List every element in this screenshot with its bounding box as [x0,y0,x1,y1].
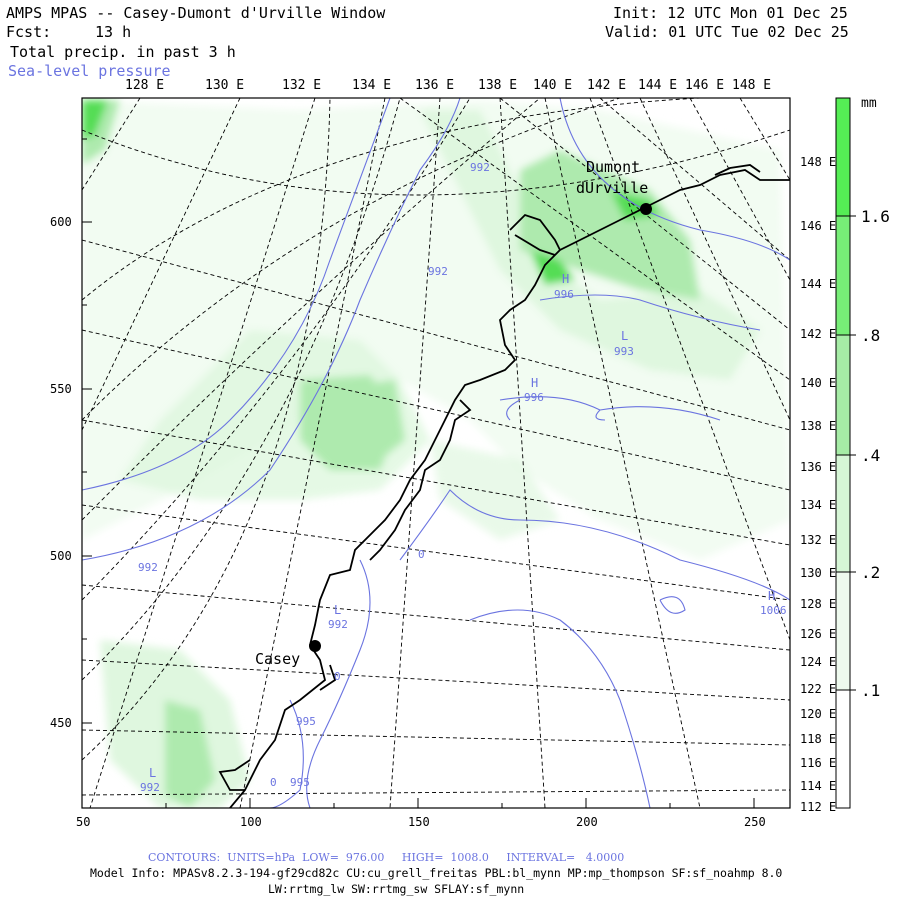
right-lon-label: 138 E [800,419,836,433]
right-lon-label: 130 E [800,566,836,580]
colorbar-label: .2 [861,563,880,582]
plot-frame [81,97,791,809]
pressure-label: 992 [328,618,348,631]
pressure-label: 992 [138,561,158,574]
field-slp-label: Sea-level pressure [8,62,171,80]
top-lon-label: 148 E [732,78,771,93]
casey-station-marker [309,640,321,652]
high-label: H [531,376,538,390]
right-lon-label: 142 E [800,327,836,341]
coastline [218,164,790,808]
x-label: 150 [408,815,430,829]
x-label: 100 [240,815,262,829]
pressure-label: 995 [290,776,310,789]
top-lon-label: 146 E [685,78,724,93]
bottom-x-labels: 50 100 150 200 250 [76,815,766,829]
colorbar-label: 1.6 [861,207,890,226]
y-label: 550 [50,382,72,396]
pressure-label: 993 [614,345,634,358]
top-lon-label: 144 E [638,78,677,93]
slp-contours [82,98,790,808]
top-lon-label: 132 E [282,78,321,93]
field-precip-label: Total precip. in past 3 h [10,43,236,61]
low-label: L [621,329,628,343]
forecast-hour: 13 h [95,23,132,41]
high-label: H [768,589,775,603]
left-y-labels: 600 550 500 450 [50,215,72,730]
top-lon-labels: 128 E 130 E 132 E 134 E 136 E 138 E 140 … [125,78,771,93]
right-lon-label: 148 E [800,155,836,169]
x-label: 200 [576,815,598,829]
right-lon-label: 118 E [800,732,836,746]
pressure-label: 992 [470,161,490,174]
right-lon-label: 128 E [800,597,836,611]
x-label: 50 [76,815,90,829]
top-lon-label: 136 E [415,78,454,93]
contour-info: CONTOURS: UNITS=hPa LOW= 976.00 HIGH= 10… [148,851,625,864]
pressure-label: 996 [554,288,574,301]
zero-marks: 0 0 0 [270,548,425,789]
pressure-label: 995 [296,715,316,728]
pressure-label: 996 [524,391,544,404]
bottom-axis [81,798,755,808]
colorbar-units: mm [861,96,877,111]
colorbar-label: .4 [861,446,880,465]
pressure-labels: 992 992 992 992 992 995 995 996 996 993 … [138,161,787,794]
casey-station-label: Casey [255,650,300,668]
plot-title: AMPS MPAS -- Casey-Dumont d'Urville Wind… [6,4,386,22]
pressure-label: 992 [428,265,448,278]
right-lon-label: 144 E [800,277,836,291]
y-label: 450 [50,716,72,730]
top-lon-label: 134 E [352,78,391,93]
right-lon-label: 120 E [800,707,836,721]
left-axis [82,138,92,724]
colorbar-label: .1 [861,681,880,700]
right-lon-label: 122 E [800,682,836,696]
colorbar-label: .8 [861,326,880,345]
high-label: H [562,272,569,286]
dumont-station-marker [640,203,652,215]
dumont-station-label-2: dUrville [576,179,648,197]
y-label: 600 [50,215,72,229]
forecast-label: Fcst: [6,23,52,41]
zero-mark: 0 [418,548,425,561]
colorbar-labels: 1.6 .8 .4 .2 .1 [861,207,890,700]
right-lon-label: 136 E [800,460,836,474]
low-label: L [149,766,156,780]
hl-labels: H H L L L H [149,272,775,780]
right-lon-label: 114 E [800,779,836,793]
right-lon-label: 132 E [800,533,836,547]
right-lon-label: 134 E [800,498,836,512]
top-lon-label: 128 E [125,78,164,93]
right-lon-label: 126 E [800,627,836,641]
right-lon-labels: 148 E 146 E 144 E 142 E 140 E 138 E 136 … [800,155,836,814]
top-lon-label: 140 E [533,78,572,93]
low-label: L [334,603,341,617]
top-lon-label: 142 E [587,78,626,93]
zero-mark: 0 [270,776,277,789]
right-lon-label: 124 E [800,655,836,669]
valid-time: Valid: 01 UTC Tue 02 Dec 25 [605,23,849,41]
right-lon-label: 116 E [800,756,836,770]
model-info: Model Info: MPASv8.2.3-194-gf29cd82c CU:… [90,866,783,880]
pressure-label: 1006 [760,604,787,617]
right-lon-label: 112 E [800,800,836,814]
right-lon-label: 140 E [800,376,836,390]
dumont-station-label: Dumont [586,158,640,176]
y-label: 500 [50,549,72,563]
zero-mark: 0 [334,670,341,683]
top-lon-label: 130 E [205,78,244,93]
graticule [82,98,790,808]
x-label: 250 [744,815,766,829]
model-info-line2: LW:rrtmg_lw SW:rrtmg_sw SFLAY:sf_mynn [268,882,525,896]
top-lon-label: 138 E [478,78,517,93]
pressure-label: 992 [140,781,160,794]
right-lon-label: 146 E [800,219,836,233]
init-time: Init: 12 UTC Mon 01 Dec 25 [613,4,848,22]
colorbar [835,97,856,809]
